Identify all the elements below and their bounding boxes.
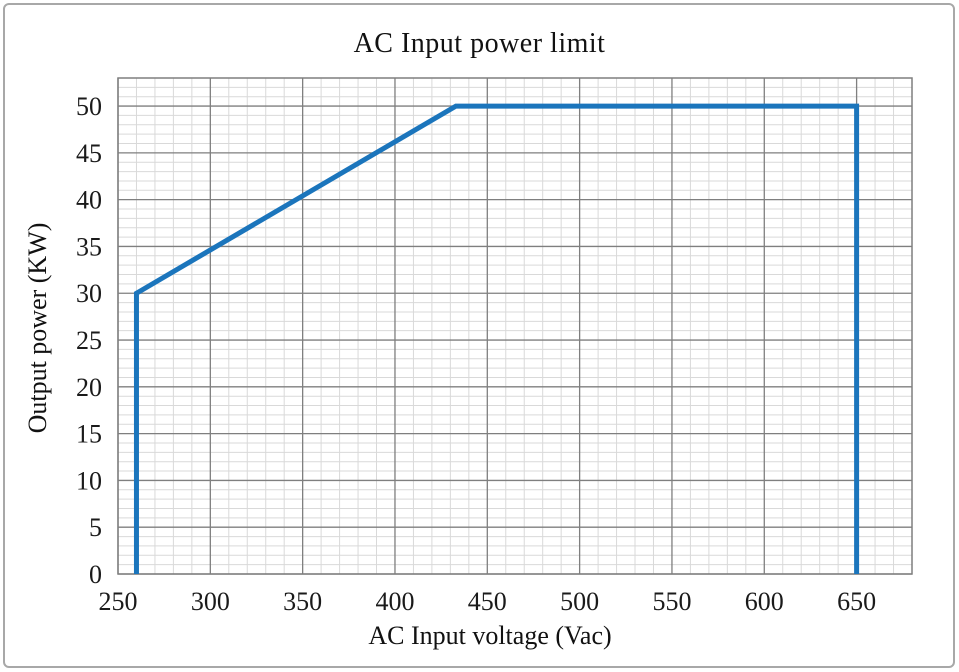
y-tick-label: 45 xyxy=(76,139,102,168)
x-tick-label: 250 xyxy=(99,587,138,616)
y-tick-label: 40 xyxy=(76,186,102,215)
y-tick-label: 20 xyxy=(76,373,102,402)
y-tick-label: 35 xyxy=(76,232,102,261)
x-tick-label: 550 xyxy=(652,587,691,616)
x-axis-label: AC Input voltage (Vac) xyxy=(368,621,612,650)
x-tick-label: 300 xyxy=(191,587,230,616)
power-limit-line xyxy=(133,103,860,574)
x-tick-label: 450 xyxy=(468,587,507,616)
chart-title: AC Input power limit xyxy=(353,28,606,59)
y-tick-label: 5 xyxy=(89,513,102,542)
y-tick-label: 0 xyxy=(89,560,102,589)
y-tick-label: 10 xyxy=(76,466,102,495)
x-tick-label: 350 xyxy=(283,587,322,616)
y-axis-label: Output power (KW) xyxy=(23,222,52,434)
x-tick-label: 650 xyxy=(837,587,876,616)
y-tick-label: 15 xyxy=(76,420,102,449)
plot-frame xyxy=(117,77,913,575)
y-tick-label: 50 xyxy=(76,92,102,121)
x-tick-label: 500 xyxy=(560,587,599,616)
x-tick-label: 400 xyxy=(375,587,414,616)
y-tick-label: 25 xyxy=(76,326,102,355)
x-tick-label: 600 xyxy=(745,587,784,616)
y-tick-label: 30 xyxy=(76,279,102,308)
